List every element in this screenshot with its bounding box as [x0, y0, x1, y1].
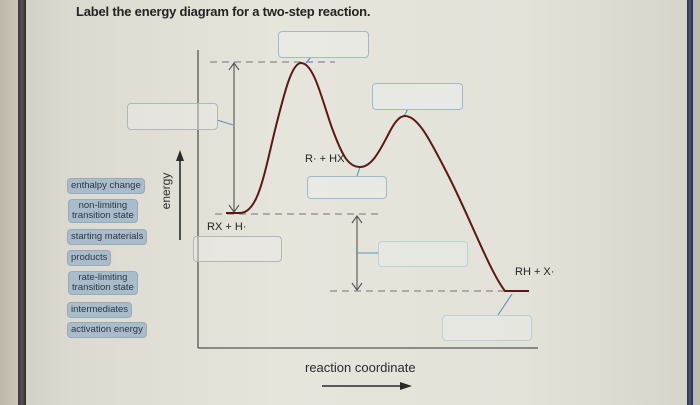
chip-activation-energy[interactable]: activation energy: [67, 322, 147, 338]
drop-target-first-peak[interactable]: [278, 31, 369, 58]
energy-axis-arrow-icon: [176, 150, 184, 240]
drop-target-activation-energy[interactable]: [127, 103, 218, 130]
plot-frame: [197, 50, 538, 349]
chip-non-limiting-transition-state[interactable]: non-limiting transition state: [68, 199, 138, 223]
window-edge-left: [18, 0, 26, 405]
drop-target-starting-materials[interactable]: [193, 236, 282, 262]
screen-bezel-left: [0, 0, 18, 405]
chip-rate-limiting-transition-state[interactable]: rate-limiting transition state: [68, 271, 138, 295]
chip-enthalpy-change[interactable]: enthalpy change: [67, 178, 145, 194]
question-title: Label the energy diagram for a two-step …: [76, 4, 371, 19]
leader-lines: [216, 56, 513, 316]
drop-target-enthalpy-change[interactable]: [378, 241, 468, 267]
y-axis-label: energy: [159, 172, 173, 210]
screen-bezel-right: [693, 0, 700, 405]
activation-energy-arrow-icon: [228, 62, 240, 213]
chip-intermediates[interactable]: intermediates: [67, 302, 133, 318]
energy-curve: [226, 61, 529, 292]
species-intermediate: R· + HX: [305, 153, 345, 165]
window-edge-right: [687, 0, 693, 405]
drop-target-products[interactable]: [442, 315, 532, 341]
chip-products[interactable]: products: [67, 250, 112, 266]
x-axis-label: reaction coordinate: [305, 360, 416, 375]
species-products: RH + X·: [515, 266, 555, 278]
dashed-reference-lines: [210, 61, 512, 292]
species-reactants: RX + H·: [207, 221, 247, 233]
drop-target-second-peak[interactable]: [372, 83, 463, 110]
chip-starting-materials[interactable]: starting materials: [67, 229, 148, 245]
drop-target-intermediate[interactable]: [307, 176, 387, 199]
reaction-coordinate-arrow-icon: [322, 382, 412, 390]
